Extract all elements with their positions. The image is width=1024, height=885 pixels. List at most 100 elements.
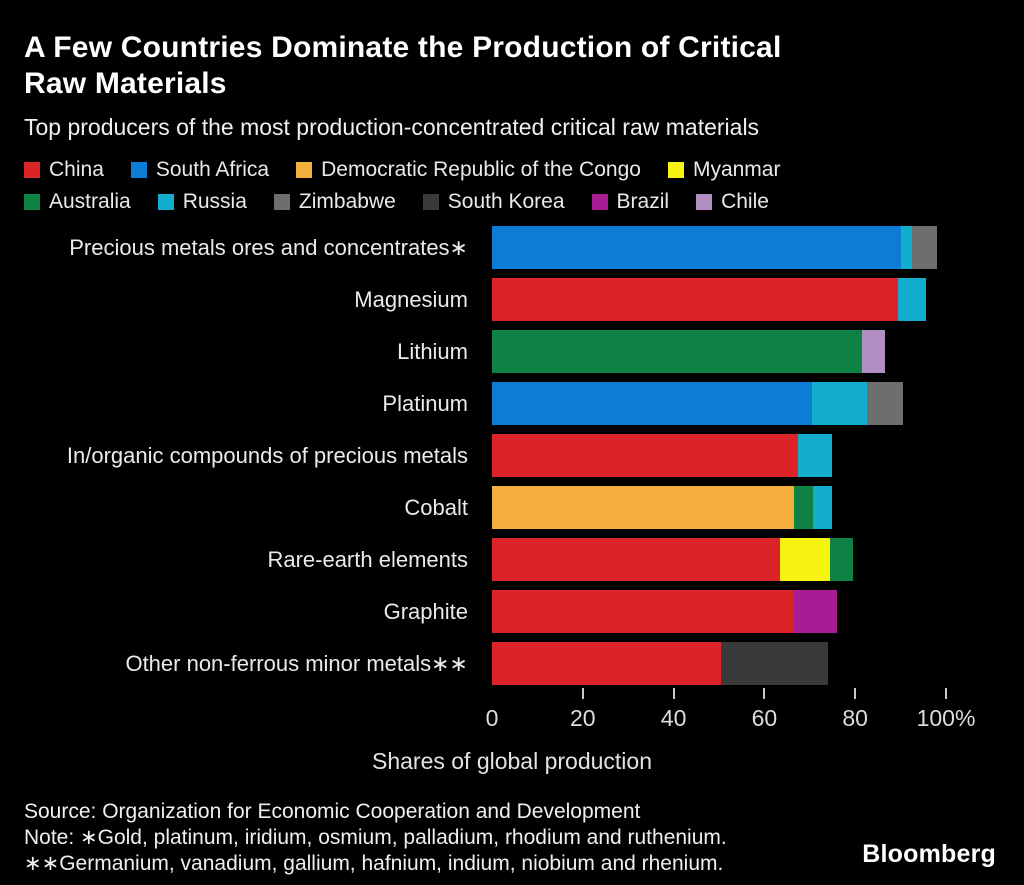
axis-tick-label-80: 80	[842, 705, 868, 731]
bar-track	[492, 278, 946, 321]
note-text-1: Note: ∗Gold, platinum, iridium, osmium, …	[24, 826, 727, 849]
bar-segment-australia	[492, 330, 862, 373]
bar-row-lithium: Lithium	[0, 330, 1024, 373]
bar-row-rare-earth-elements: Rare-earth elements	[0, 538, 1024, 581]
bar-segment-myanmar	[780, 538, 831, 581]
bloomberg-logo: Bloomberg	[862, 840, 996, 868]
bar-track	[492, 642, 946, 685]
axis-tick-40	[672, 688, 675, 699]
legend-item-south-korea: South Korea	[422, 190, 565, 214]
bar-track	[492, 330, 946, 373]
chart-title-line-2: Raw Materials	[24, 67, 227, 100]
category-label: Cobalt	[404, 494, 468, 520]
legend-label: Myanmar	[692, 158, 781, 181]
x-axis-tick-labels: 0 20 40 60 80 100%	[486, 705, 976, 733]
legend-item-south-africa: South Africa	[130, 158, 270, 182]
note-text-2: ∗∗Germanium, vanadium, gallium, hafnium,…	[24, 852, 724, 875]
bar-rows: Precious metals ores and concentrates∗ Ma…	[0, 226, 1024, 685]
bar-track	[492, 538, 946, 581]
category-label: Graphite	[383, 598, 468, 624]
x-axis-ticks	[492, 688, 947, 700]
axis-tick-label-40: 40	[660, 705, 687, 731]
bar-segment-china	[492, 538, 781, 581]
legend-label: Russia	[182, 190, 247, 213]
axis-tick-20	[581, 688, 584, 699]
legend-label: Chile	[721, 190, 769, 213]
bar-segment-brazil	[793, 590, 838, 633]
chart-title: A Few Countries Dominate the Production …	[24, 30, 1000, 102]
bar-segment-zimbabwe	[866, 382, 903, 425]
legend-swatch-icon	[157, 194, 174, 210]
legend-swatch-icon	[273, 194, 290, 210]
axis-tick-80	[854, 688, 857, 699]
bar-segment-russia	[898, 278, 926, 321]
bar-segment-china	[492, 590, 794, 633]
bar-segment-russia	[812, 382, 867, 425]
axis-tick-label-20: 20	[570, 705, 596, 731]
legend-swatch-icon	[24, 194, 40, 210]
category-label: Other non-ferrous minor metals∗∗	[125, 650, 468, 676]
legend-row-1: China South Africa Democratic Republic of …	[24, 158, 1000, 182]
chart-legend: China South Africa Democratic Republic of …	[24, 158, 1000, 214]
category-label: Platinum	[382, 390, 468, 416]
legend-swatch-icon	[130, 162, 147, 178]
chart-subtitle: Top producers of the most production-con…	[24, 114, 760, 140]
bar-track	[492, 226, 946, 269]
legend-label: Zimbabwe	[298, 190, 396, 213]
legend-item-myanmar: Myanmar	[667, 158, 781, 182]
axis-tick-label-0: 0	[485, 705, 499, 731]
legend-label: South Korea	[447, 190, 565, 213]
legend-swatch-icon	[422, 194, 439, 210]
legend-label: South Africa	[155, 158, 270, 181]
legend-label: Australia	[49, 190, 131, 213]
legend-label: Democratic Republic of the Congo	[321, 158, 641, 181]
legend-item-democratic-republic-of-the-congo: Democratic Republic of the Congo	[296, 158, 641, 182]
bar-row-graphite: Graphite	[0, 590, 1024, 633]
legend-swatch-icon	[667, 162, 684, 178]
bar-row-platinum: Platinum	[0, 382, 1024, 425]
bar-track	[492, 590, 946, 633]
x-axis-title: Shares of global production	[371, 748, 653, 774]
bar-segment-russia	[812, 486, 833, 529]
bar-segment-russia	[900, 226, 912, 269]
bar-segment-south-korea	[721, 642, 828, 685]
legend-row-2: Australia Russia Zimbabwe South Korea Brazil…	[24, 190, 1000, 214]
bar-segment-china	[492, 642, 722, 685]
legend-item-china: China	[24, 158, 104, 182]
source-text: Source: Organization for Economic Cooper…	[24, 800, 641, 823]
bar-track	[492, 486, 946, 529]
legend-label: Brazil	[616, 190, 670, 213]
bar-segment-democratic-republic-of-the-congo	[492, 486, 794, 529]
bar-segment-south-africa	[492, 226, 901, 269]
axis-tick-label-60: 60	[751, 705, 778, 731]
legend-item-chile: Chile	[696, 190, 769, 214]
bar-row-magnesium: Magnesium	[0, 278, 1024, 321]
bar-track	[492, 382, 946, 425]
bar-row-cobalt: Cobalt	[0, 486, 1024, 529]
chart-footer: Source: Organization for Economic Cooper…	[24, 799, 1000, 877]
legend-item-australia: Australia	[24, 190, 131, 214]
category-label: In/organic compounds of precious metals	[66, 442, 468, 468]
bar-row-precious-metals-ores-and-concentrates: Precious metals ores and concentrates∗	[0, 226, 1024, 269]
bar-segment-chile	[862, 330, 885, 373]
category-label: Precious metals ores and concentrates∗	[69, 234, 468, 260]
category-label: Magnesium	[354, 286, 468, 312]
bar-segment-china	[492, 278, 899, 321]
bar-row-in-organic-compounds-of-precious-metals: In/organic compounds of precious metals	[0, 434, 1024, 477]
category-label: Rare-earth elements	[267, 546, 468, 572]
legend-item-russia: Russia	[157, 190, 247, 214]
legend-swatch-icon	[24, 162, 40, 178]
category-label: Lithium	[397, 338, 468, 364]
legend-swatch-icon	[296, 162, 313, 178]
axis-tick-100	[945, 688, 947, 699]
legend-swatch-icon	[591, 194, 608, 210]
legend-item-brazil: Brazil	[591, 190, 670, 214]
bar-segment-russia	[798, 434, 833, 477]
bar-segment-australia	[830, 538, 853, 581]
bar-segment-china	[492, 434, 799, 477]
legend-swatch-icon	[696, 194, 713, 210]
bar-row-other-non-ferrous-minor-metals: Other non-ferrous minor metals∗∗	[0, 642, 1024, 685]
axis-tick-label-100: 100%	[916, 705, 976, 731]
